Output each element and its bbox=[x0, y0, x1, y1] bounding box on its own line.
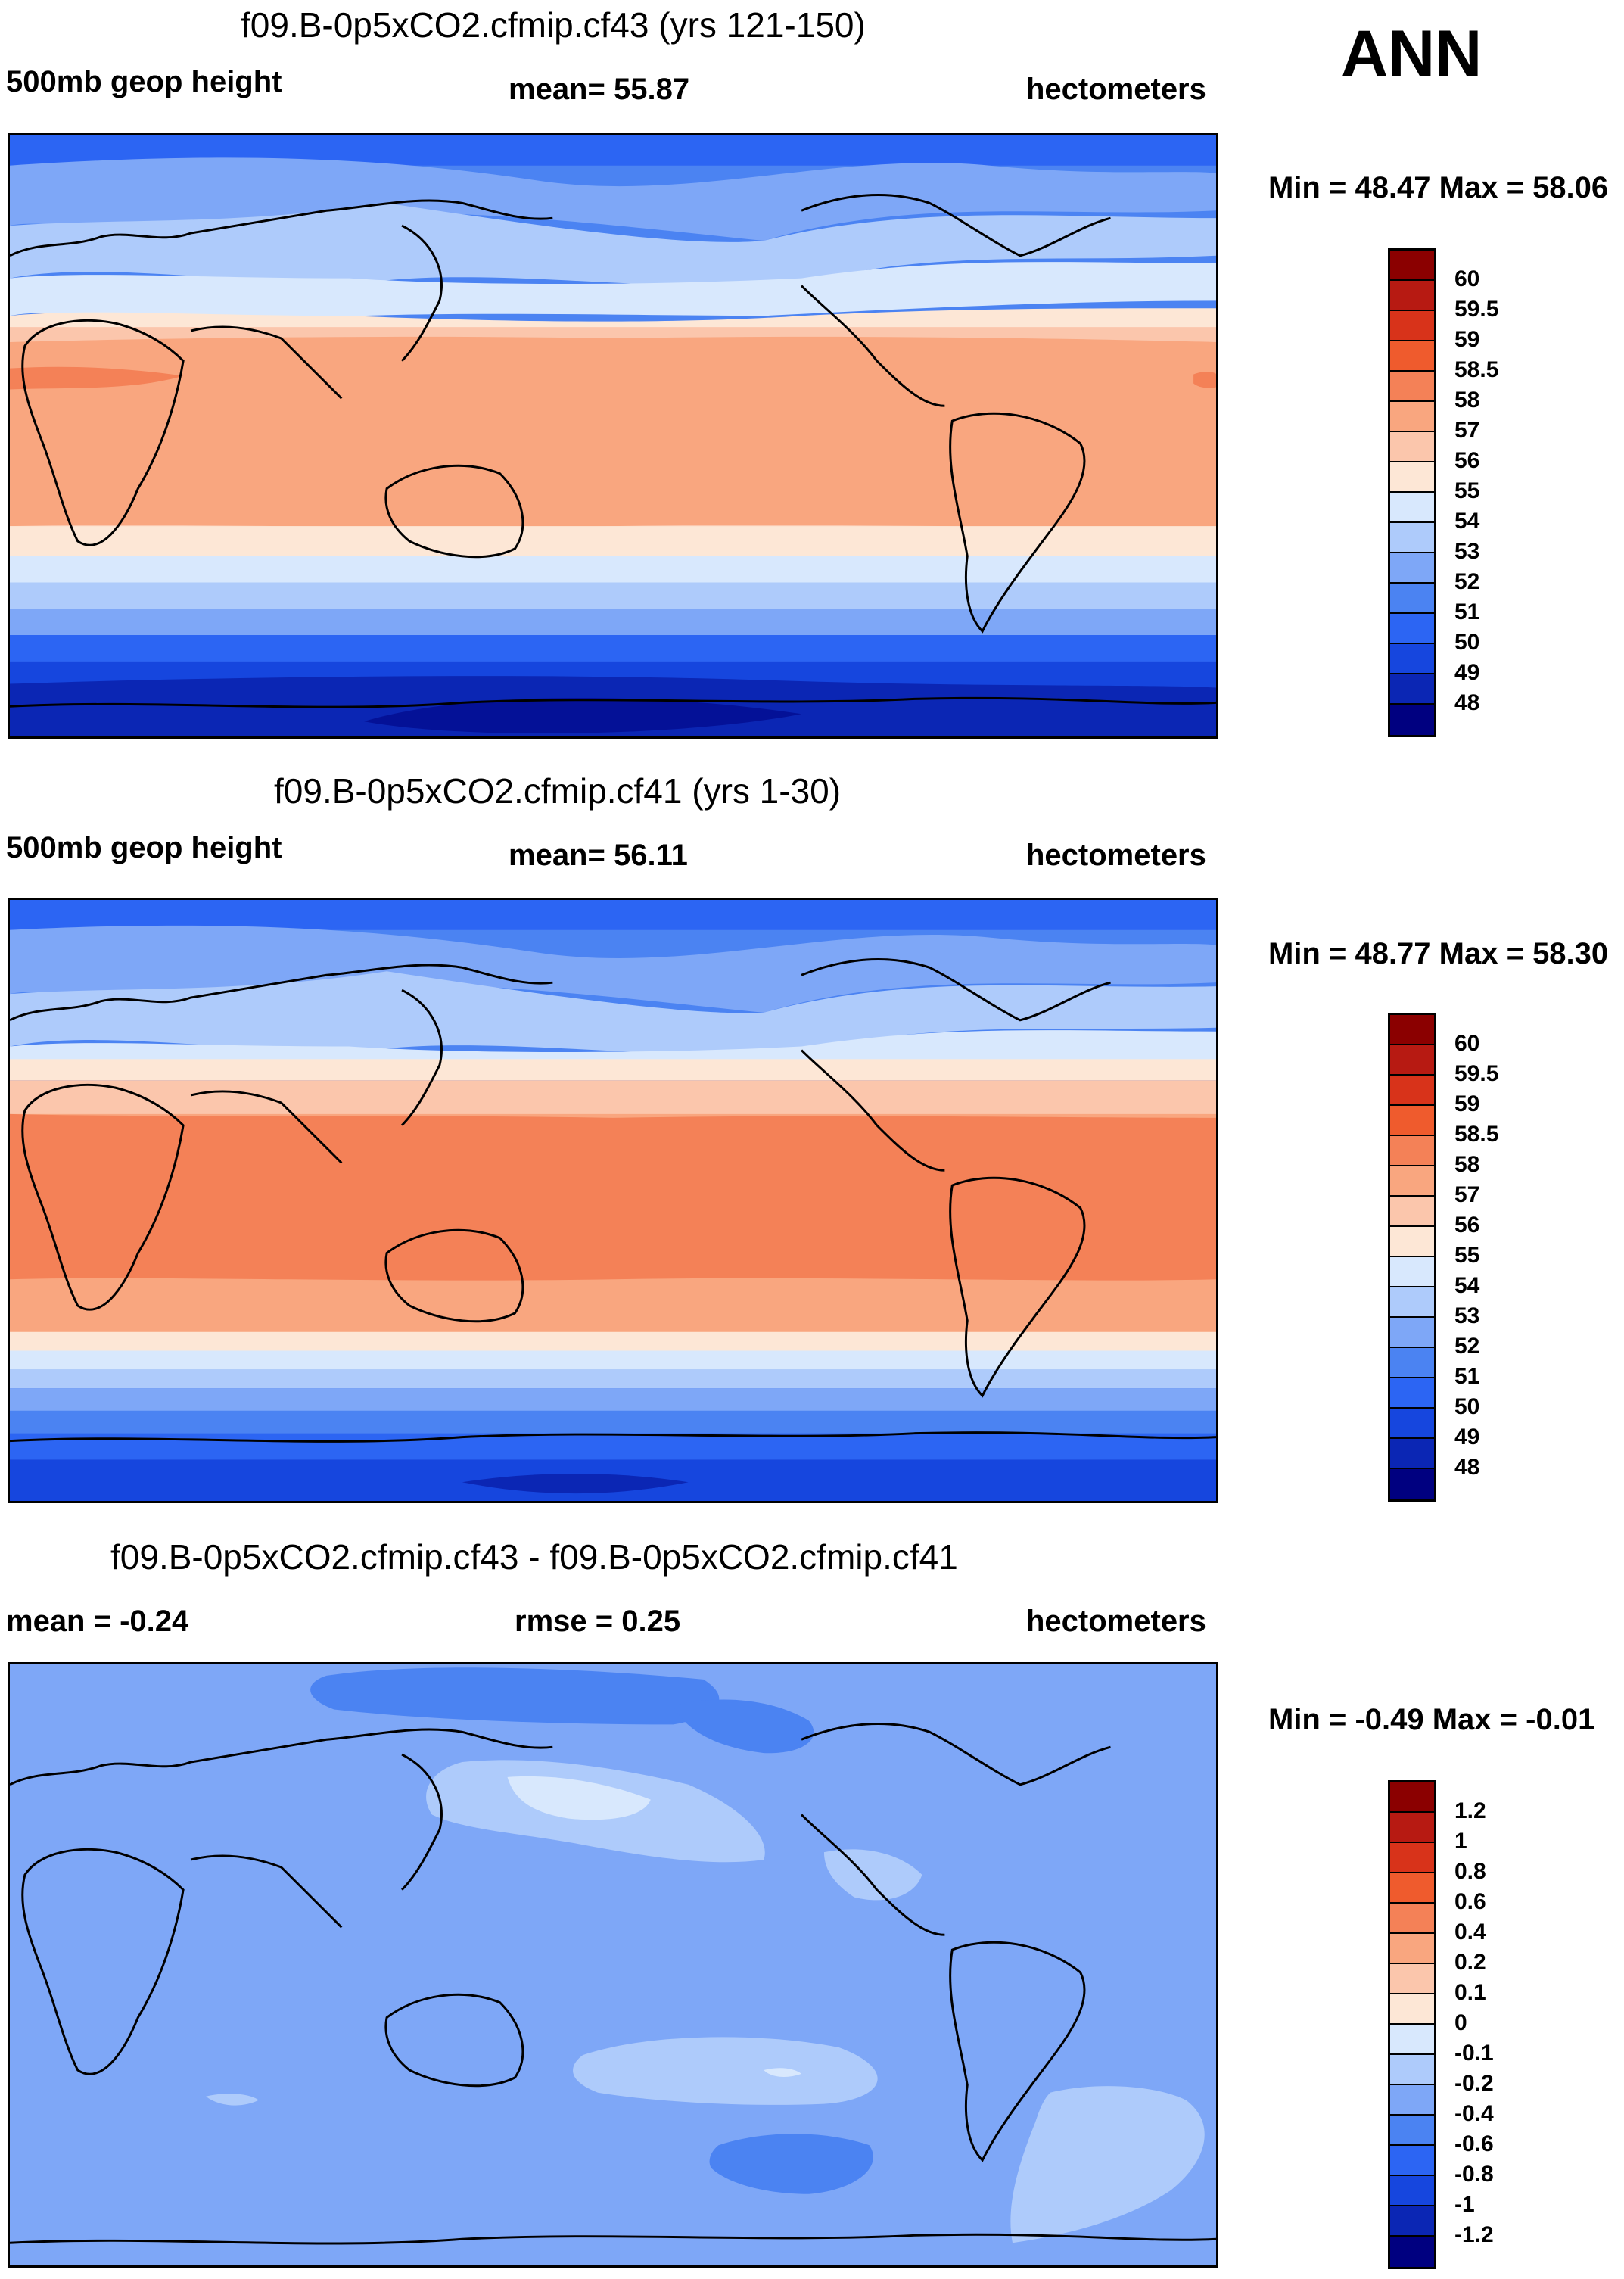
colorbar-tick: 60 bbox=[1454, 1031, 1480, 1056]
colorbar-tick: 0.4 bbox=[1454, 1919, 1486, 1944]
colorbar-tick: 48 bbox=[1454, 690, 1480, 715]
colorbar-tick: 48 bbox=[1454, 1455, 1480, 1480]
colorbar-tick: 51 bbox=[1454, 599, 1480, 624]
colorbar-tick: 0.2 bbox=[1454, 1950, 1486, 1975]
colorbar-tick: 49 bbox=[1454, 660, 1480, 685]
colorbar-tick: 51 bbox=[1454, 1364, 1480, 1389]
panel3-map bbox=[8, 1662, 1218, 2268]
colorbar-tick: 49 bbox=[1454, 1424, 1480, 1449]
panel3-colorbar bbox=[1388, 1780, 1436, 2269]
panel1-mean-label: mean= 55.87 bbox=[509, 73, 690, 106]
colorbar-tick: -0.4 bbox=[1454, 2101, 1494, 2126]
colorbar-tick: 52 bbox=[1454, 1334, 1480, 1359]
colorbar-tick: 53 bbox=[1454, 1303, 1480, 1328]
colorbar-tick: 58 bbox=[1454, 1152, 1480, 1177]
colorbar-tick: 55 bbox=[1454, 478, 1480, 503]
colorbar-tick: 54 bbox=[1454, 1273, 1480, 1298]
panel1-colorbar bbox=[1388, 248, 1436, 737]
colorbar-tick: -0.2 bbox=[1454, 2071, 1494, 2096]
colorbar-tick: 59 bbox=[1454, 1091, 1480, 1116]
colorbar-tick: 1.2 bbox=[1454, 1798, 1486, 1823]
colorbar-tick: 0.6 bbox=[1454, 1889, 1486, 1914]
panel3-units-label: hectometers bbox=[1026, 1605, 1206, 1638]
panel3-minmax-label: Min = -0.49 Max = -0.01 bbox=[1268, 1703, 1595, 1736]
colorbar-tick: 57 bbox=[1454, 418, 1480, 443]
colorbar-tick: 58 bbox=[1454, 388, 1480, 413]
panel1-minmax-label: Min = 48.47 Max = 58.06 bbox=[1268, 171, 1609, 204]
panel2-colorbar bbox=[1388, 1013, 1436, 1502]
colorbar-tick: 0.1 bbox=[1454, 1980, 1486, 2005]
colorbar-tick: 56 bbox=[1454, 1213, 1480, 1238]
colorbar-tick: 54 bbox=[1454, 509, 1480, 534]
panel1-map bbox=[8, 133, 1218, 739]
colorbar-tick: -1.2 bbox=[1454, 2222, 1494, 2247]
season-label: ANN bbox=[1341, 17, 1482, 90]
panel3-mean-label: mean = -0.24 bbox=[6, 1605, 189, 1638]
colorbar-tick: -1 bbox=[1454, 2192, 1475, 2217]
colorbar-tick: 53 bbox=[1454, 539, 1480, 564]
colorbar-tick: -0.6 bbox=[1454, 2131, 1494, 2156]
panel1-units-label: hectometers bbox=[1026, 73, 1206, 106]
panel1-variable-label: 500mb geop height bbox=[6, 65, 282, 98]
panel2-title: f09.B-0p5xCO2.cfmip.cf41 (yrs 1-30) bbox=[274, 771, 842, 811]
panel3-title: f09.B-0p5xCO2.cfmip.cf43 - f09.B-0p5xCO2… bbox=[110, 1537, 958, 1577]
colorbar-tick: 60 bbox=[1454, 266, 1480, 291]
panel2-units-label: hectometers bbox=[1026, 839, 1206, 872]
panel3-rmse-label: rmse = 0.25 bbox=[515, 1605, 681, 1638]
colorbar-tick: 59 bbox=[1454, 327, 1480, 352]
panel2-mean-label: mean= 56.11 bbox=[509, 839, 688, 872]
panel2-variable-label: 500mb geop height bbox=[6, 831, 282, 864]
colorbar-tick: 59.5 bbox=[1454, 297, 1499, 322]
colorbar-tick: 52 bbox=[1454, 569, 1480, 594]
colorbar-tick: 0 bbox=[1454, 2010, 1467, 2035]
colorbar-tick: -0.8 bbox=[1454, 2162, 1494, 2187]
panel1-title: f09.B-0p5xCO2.cfmip.cf43 (yrs 121-150) bbox=[241, 5, 866, 45]
panel2-map bbox=[8, 898, 1218, 1503]
colorbar-tick: 55 bbox=[1454, 1243, 1480, 1268]
colorbar-tick: 59.5 bbox=[1454, 1061, 1499, 1086]
colorbar-tick: 58.5 bbox=[1454, 357, 1499, 382]
colorbar-tick: 56 bbox=[1454, 448, 1480, 473]
panel2-minmax-label: Min = 48.77 Max = 58.30 bbox=[1268, 937, 1609, 970]
colorbar-tick: 0.8 bbox=[1454, 1859, 1486, 1884]
colorbar-tick: 57 bbox=[1454, 1182, 1480, 1207]
colorbar-tick: 1 bbox=[1454, 1829, 1467, 1854]
colorbar-tick: 58.5 bbox=[1454, 1122, 1499, 1147]
colorbar-tick: -0.1 bbox=[1454, 2041, 1494, 2066]
colorbar-tick: 50 bbox=[1454, 630, 1480, 655]
colorbar-tick: 50 bbox=[1454, 1394, 1480, 1419]
